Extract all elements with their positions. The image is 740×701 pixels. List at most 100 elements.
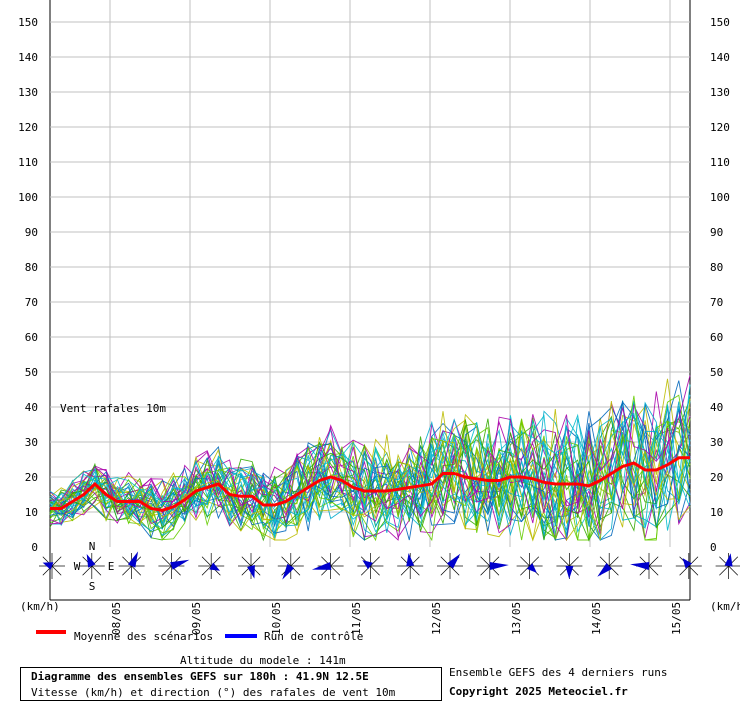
rose-spoke	[122, 565, 132, 576]
rose-wedge	[597, 563, 612, 577]
rose-wedge	[630, 562, 650, 570]
y-tick-left: 40	[25, 401, 38, 414]
wind-rose-15-icon	[596, 553, 623, 579]
x-date-label: 15/05	[670, 602, 683, 635]
wind-rose-3-icon	[118, 551, 145, 579]
rose-spoke	[440, 565, 451, 576]
y-tick-right: 130	[710, 86, 730, 99]
ensemble-line	[49, 432, 691, 542]
ensemble-members	[49, 375, 691, 542]
y-tick-right: 10	[710, 506, 723, 519]
mean-line	[50, 456, 690, 512]
footer-title: Diagramme des ensembles GEFS sur 180h : …	[31, 670, 369, 683]
rose-wedge	[526, 563, 537, 573]
y-tick-left: 60	[25, 331, 38, 344]
ensemble-note: Ensemble GEFS des 4 derniers runs	[449, 666, 668, 679]
y-tick-left: 10	[25, 506, 38, 519]
x-date-label: 11/05	[350, 602, 363, 635]
altitude-text: Altitude du modele : 141m	[180, 654, 346, 667]
ensemble-line	[49, 375, 691, 518]
y-tick-left: 70	[25, 296, 38, 309]
wind-rose-13-icon	[516, 553, 543, 579]
ensemble-line	[49, 424, 691, 541]
rose-spoke	[51, 565, 62, 576]
y-tick-left: 130	[18, 86, 38, 99]
rose-spoke	[201, 556, 212, 567]
y-tick-right: 70	[710, 296, 723, 309]
wind-rose-12-icon	[476, 553, 509, 579]
rose-wedge	[282, 563, 295, 580]
rose-wedge	[127, 551, 139, 568]
y-tick-right: 90	[710, 226, 723, 239]
y-tick-left: 30	[25, 436, 38, 449]
rose-spoke	[51, 556, 62, 567]
rose-spoke	[281, 556, 292, 567]
y-tick-right: 110	[710, 156, 730, 169]
wind-rose-1-icon	[39, 553, 65, 579]
copyright: Copyright 2025 Meteociel.fr	[449, 685, 628, 698]
y-tick-left: 100	[18, 191, 38, 204]
wind-rose-11-icon	[437, 553, 463, 579]
rose-wedge	[170, 559, 190, 570]
rose-wedge	[565, 565, 574, 579]
y-tick-left: 50	[25, 366, 38, 379]
y-tick-right: 30	[710, 436, 723, 449]
ensemble-line	[49, 408, 601, 524]
wind-rose-9-icon	[357, 553, 384, 579]
rose-spoke	[679, 565, 690, 576]
x-axis-dates: 08/05 09/05 10/05 11/05 12/05 13/05 14/05 15/05	[110, 602, 683, 635]
ensemble-line	[49, 422, 601, 531]
rose-spoke	[480, 556, 491, 567]
y-tick-left: 0	[31, 541, 38, 554]
y-tick-right: 80	[710, 261, 723, 274]
rose-spoke	[719, 565, 729, 576]
ensemble-line	[49, 378, 691, 520]
rose-spoke	[480, 565, 491, 576]
rose-spoke	[201, 565, 212, 576]
rose-wedge	[42, 562, 54, 570]
ensemble-line	[49, 395, 691, 540]
y-tick-right: 0	[710, 541, 717, 554]
rose-wedge	[406, 553, 415, 567]
y-unit-left: (km/h)	[20, 600, 60, 613]
wind-rose-7-icon	[277, 553, 304, 580]
rose-wedge	[489, 562, 509, 570]
rose-spoke	[520, 565, 530, 576]
y-tick-right: 120	[710, 121, 730, 134]
x-date-label: 12/05	[430, 602, 443, 635]
rose-spoke	[250, 556, 261, 567]
rose-wedge	[446, 553, 461, 569]
wind-direction-row: N SW E	[39, 540, 740, 593]
rose-spoke	[728, 565, 739, 576]
x-date-label: 13/05	[510, 602, 523, 635]
rose-spoke	[409, 565, 420, 576]
rose-wedge	[311, 562, 332, 570]
rose-wedge	[724, 553, 733, 567]
rose-wedge	[247, 565, 255, 579]
wind-rose-2-icon	[78, 553, 105, 579]
y-tick-right: 60	[710, 331, 723, 344]
rose-spoke	[330, 565, 341, 576]
rose-spoke	[569, 556, 579, 567]
y-tick-left: 150	[18, 16, 38, 29]
wind-rose-10-icon	[397, 553, 424, 579]
wind-rose-6-icon	[238, 553, 264, 579]
x-date-label: 14/05	[590, 602, 603, 635]
y-tick-left: 140	[18, 51, 38, 64]
rose-spoke	[648, 565, 659, 576]
rose-spoke	[91, 565, 102, 576]
y-tick-right: 40	[710, 401, 723, 414]
rose-spoke	[241, 556, 252, 567]
rose-wedge	[362, 560, 373, 570]
rose-spoke	[161, 556, 172, 567]
y-axis-ticks: 0 0 10 10 20 20 30 30 40 40 50 50 60 60 70 70 80 80 90 90 10…	[18, 16, 730, 554]
rose-spoke	[131, 565, 142, 576]
y-tick-left: 120	[18, 121, 38, 134]
rose-wedge	[209, 562, 220, 571]
rose-spoke	[290, 556, 301, 567]
wind-rose-8-icon	[311, 553, 344, 579]
wind-rose-17-icon	[675, 553, 702, 579]
y-tick-right: 20	[710, 471, 723, 484]
rose-spoke	[400, 565, 411, 576]
